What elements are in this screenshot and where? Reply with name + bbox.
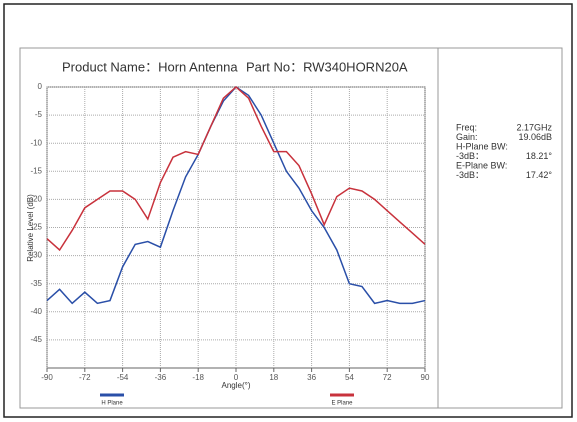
info-value: 19.06dB: [518, 132, 552, 142]
info-value: 17.42°: [526, 170, 553, 180]
y-tick-label: -5: [35, 110, 43, 119]
legend-label: H Plane: [101, 401, 123, 407]
x-tick-label: 54: [345, 373, 354, 382]
info-label: E-Plane BW:: [456, 160, 507, 170]
y-tick-label: -35: [30, 279, 42, 288]
x-tick-label: 36: [307, 373, 316, 382]
x-tick-label: -18: [192, 373, 204, 382]
chart-subtitle: Part No：RW340HORN20A: [246, 59, 408, 74]
y-axis-label: Relative Level (dB): [26, 194, 35, 262]
info-label: Freq:: [456, 122, 477, 132]
y-tick-label: 0: [38, 82, 43, 91]
x-tick-label: -54: [117, 373, 129, 382]
info-value: 18.21°: [526, 151, 553, 161]
y-tick-label: -25: [30, 223, 42, 232]
x-tick-label: -72: [79, 373, 91, 382]
y-tick-label: -10: [30, 138, 42, 147]
info-value: 2.17GHz: [516, 122, 552, 132]
x-tick-label: 72: [383, 373, 392, 382]
y-tick-label: -45: [30, 335, 42, 344]
y-tick-label: -30: [30, 251, 42, 260]
y-tick-label: -20: [30, 195, 42, 204]
info-label: H-Plane BW:: [456, 141, 508, 151]
legend-label: E Plane: [331, 401, 353, 407]
info-label: -3dB：: [456, 151, 484, 161]
chart-title: Product Name：Horn Antenna: [62, 59, 238, 74]
x-tick-label: 18: [269, 373, 278, 382]
x-tick-label: -36: [155, 373, 167, 382]
x-tick-label: 90: [421, 373, 430, 382]
info-label: Gain:: [456, 132, 478, 142]
info-label: -3dB：: [456, 170, 484, 180]
x-tick-label: 0: [234, 373, 239, 382]
y-tick-label: -40: [30, 307, 42, 316]
y-tick-label: -15: [30, 166, 42, 175]
x-axis-label: Angle(°): [222, 381, 251, 390]
series-line: [46, 85, 426, 252]
x-tick-label: -90: [41, 373, 53, 382]
